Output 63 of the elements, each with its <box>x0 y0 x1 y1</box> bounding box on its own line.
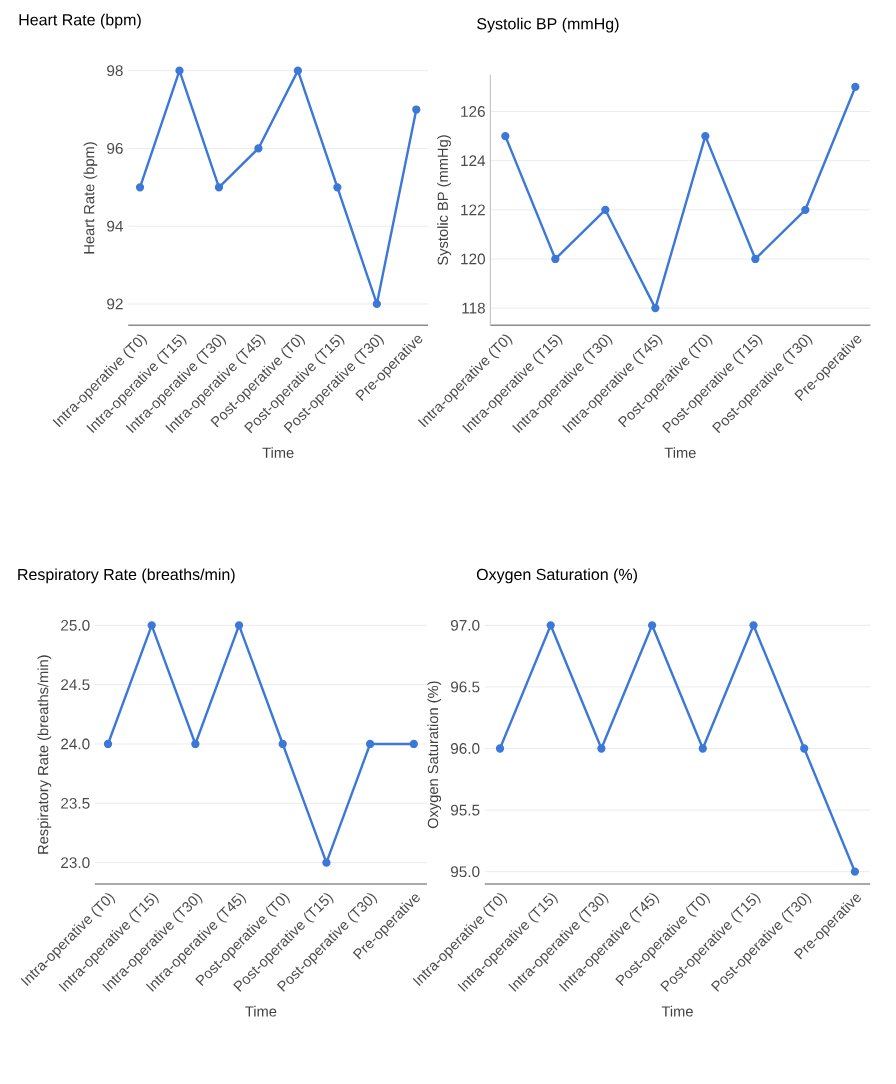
y-tick-label: 95.5 <box>450 804 480 816</box>
point <box>103 739 113 749</box>
y-axis-title: Systolic BP (mmHg) <box>437 135 451 265</box>
point <box>701 131 710 141</box>
point <box>651 303 660 313</box>
point <box>191 739 200 749</box>
x-axis-title: Time <box>664 447 696 458</box>
point <box>597 744 606 753</box>
point <box>322 858 331 867</box>
x-axis-title: Time <box>262 447 294 458</box>
y-tick-label: 124 <box>461 155 486 167</box>
point <box>751 254 760 264</box>
point <box>800 744 809 753</box>
point <box>501 131 510 141</box>
point <box>495 744 505 753</box>
y-tick-label: 96.5 <box>450 681 480 693</box>
chart-title: Systolic BP (mmHg) <box>477 17 619 33</box>
y-axis-title: Heart Rate (bpm) <box>83 142 98 254</box>
point <box>698 744 707 753</box>
point <box>214 183 224 192</box>
x-axis-title: Time <box>245 1005 277 1017</box>
point <box>647 621 657 630</box>
point <box>749 621 758 630</box>
y-tick-label: 96.0 <box>450 743 480 754</box>
point <box>850 867 860 876</box>
point <box>147 621 156 630</box>
y-tick-label: 24.5 <box>61 679 90 691</box>
y-axis-title: Respiratory Rate (breaths/min) <box>37 655 52 854</box>
y-tick-label: 95.0 <box>450 866 480 878</box>
point <box>293 66 303 75</box>
point <box>372 299 381 309</box>
y-tick-label: 96 <box>107 142 123 154</box>
point <box>546 621 555 630</box>
y-tick-label: 120 <box>461 253 486 265</box>
chart-title: Respiratory Rate (breaths/min) <box>18 568 235 584</box>
y-tick-label: 24.0 <box>61 738 90 750</box>
y-tick-label: 126 <box>461 106 485 117</box>
x-axis-title: Time <box>661 1005 693 1017</box>
y-tick-label: 97.0 <box>450 619 480 631</box>
y-tick-label: 23.0 <box>61 857 90 869</box>
y-tick-label: 92 <box>107 298 123 310</box>
point <box>365 739 375 749</box>
y-tick-label: 98 <box>107 65 123 77</box>
point <box>278 739 287 749</box>
point <box>333 183 342 192</box>
y-tick-label: 25.0 <box>61 619 90 631</box>
point <box>234 621 244 630</box>
point <box>135 183 145 192</box>
y-tick-label: 94 <box>107 220 123 232</box>
chart-title: Heart Rate (bpm) <box>19 13 141 29</box>
point <box>254 144 263 153</box>
point <box>851 82 860 92</box>
chart-title: Oxygen Saturation (%) <box>476 568 637 584</box>
point <box>412 105 421 114</box>
point <box>601 205 610 214</box>
y-tick-label: 122 <box>461 204 485 216</box>
point <box>801 205 810 214</box>
point <box>551 254 560 264</box>
y-tick-label: 118 <box>462 302 485 314</box>
point <box>409 739 418 749</box>
y-axis-title: Oxygen Saturation (%) <box>427 681 442 829</box>
point <box>175 66 184 75</box>
y-tick-label: 23.5 <box>61 797 90 809</box>
